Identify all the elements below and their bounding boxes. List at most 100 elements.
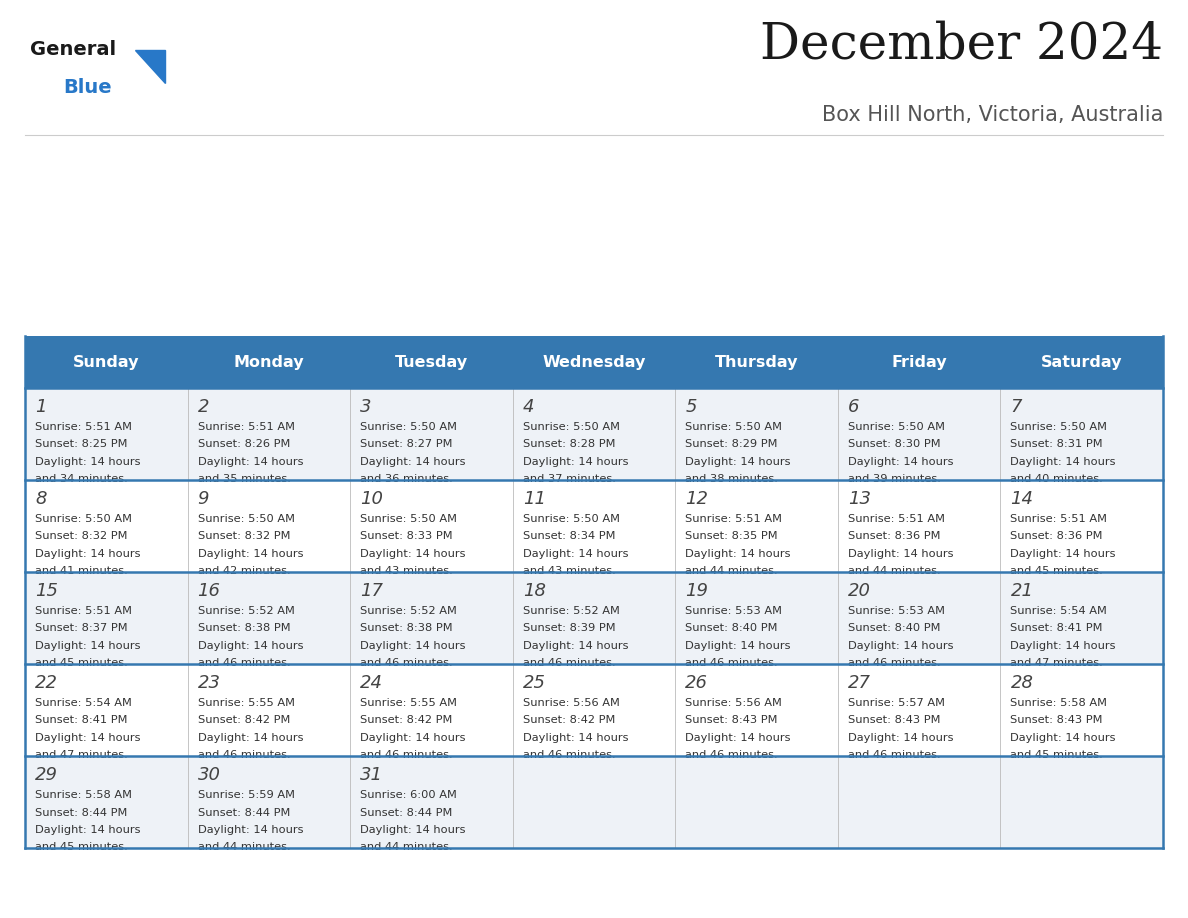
Text: Sunrise: 5:53 AM: Sunrise: 5:53 AM	[685, 606, 782, 616]
Text: 24: 24	[360, 674, 384, 692]
Text: Sunrise: 5:55 AM: Sunrise: 5:55 AM	[197, 698, 295, 708]
Text: Sunrise: 5:58 AM: Sunrise: 5:58 AM	[34, 790, 132, 800]
Text: 22: 22	[34, 674, 58, 692]
Text: Sunset: 8:34 PM: Sunset: 8:34 PM	[523, 532, 615, 542]
Text: and 34 minutes.: and 34 minutes.	[34, 475, 128, 485]
Text: and 36 minutes.: and 36 minutes.	[360, 475, 453, 485]
Text: Sunrise: 5:52 AM: Sunrise: 5:52 AM	[523, 606, 620, 616]
Text: Daylight: 14 hours: Daylight: 14 hours	[848, 641, 953, 651]
Text: and 46 minutes.: and 46 minutes.	[197, 658, 290, 668]
Text: Daylight: 14 hours: Daylight: 14 hours	[197, 733, 303, 743]
Text: Sunrise: 5:50 AM: Sunrise: 5:50 AM	[685, 422, 782, 432]
Text: Daylight: 14 hours: Daylight: 14 hours	[1011, 549, 1116, 559]
Text: Daylight: 14 hours: Daylight: 14 hours	[34, 825, 140, 835]
Polygon shape	[135, 50, 165, 83]
Text: Daylight: 14 hours: Daylight: 14 hours	[685, 549, 791, 559]
Text: Sunset: 8:38 PM: Sunset: 8:38 PM	[360, 623, 453, 633]
Text: and 44 minutes.: and 44 minutes.	[197, 843, 290, 853]
Text: 26: 26	[685, 674, 708, 692]
Text: Daylight: 14 hours: Daylight: 14 hours	[685, 457, 791, 467]
Text: and 40 minutes.: and 40 minutes.	[1011, 475, 1104, 485]
Text: Daylight: 14 hours: Daylight: 14 hours	[360, 641, 466, 651]
Text: Sunset: 8:43 PM: Sunset: 8:43 PM	[1011, 715, 1102, 725]
Text: and 38 minutes.: and 38 minutes.	[685, 475, 778, 485]
Text: Sunset: 8:39 PM: Sunset: 8:39 PM	[523, 623, 615, 633]
Text: Sunrise: 5:55 AM: Sunrise: 5:55 AM	[360, 698, 457, 708]
Text: and 46 minutes.: and 46 minutes.	[197, 751, 290, 760]
Text: Sunrise: 5:51 AM: Sunrise: 5:51 AM	[34, 606, 132, 616]
Text: and 46 minutes.: and 46 minutes.	[848, 751, 941, 760]
Text: 18: 18	[523, 582, 545, 600]
Text: Daylight: 14 hours: Daylight: 14 hours	[197, 825, 303, 835]
Text: 30: 30	[197, 766, 221, 784]
Text: Sunset: 8:42 PM: Sunset: 8:42 PM	[523, 715, 615, 725]
Text: Sunday: Sunday	[72, 354, 139, 370]
Text: Sunrise: 5:56 AM: Sunrise: 5:56 AM	[685, 698, 782, 708]
Text: Sunrise: 5:50 AM: Sunrise: 5:50 AM	[360, 514, 457, 524]
Text: Daylight: 14 hours: Daylight: 14 hours	[197, 457, 303, 467]
Text: Sunrise: 5:51 AM: Sunrise: 5:51 AM	[848, 514, 944, 524]
Text: and 46 minutes.: and 46 minutes.	[360, 658, 453, 668]
Text: and 47 minutes.: and 47 minutes.	[1011, 658, 1104, 668]
Text: and 46 minutes.: and 46 minutes.	[523, 658, 615, 668]
Text: Sunset: 8:42 PM: Sunset: 8:42 PM	[360, 715, 453, 725]
Text: 20: 20	[848, 582, 871, 600]
Text: Sunrise: 5:53 AM: Sunrise: 5:53 AM	[848, 606, 944, 616]
Text: 25: 25	[523, 674, 545, 692]
Text: and 44 minutes.: and 44 minutes.	[360, 843, 453, 853]
Text: Sunset: 8:31 PM: Sunset: 8:31 PM	[1011, 440, 1102, 450]
Bar	[25, 480, 1163, 572]
Text: 14: 14	[1011, 490, 1034, 508]
Text: Daylight: 14 hours: Daylight: 14 hours	[685, 641, 791, 651]
Text: Friday: Friday	[891, 354, 947, 370]
Text: Sunset: 8:29 PM: Sunset: 8:29 PM	[685, 440, 778, 450]
Text: and 46 minutes.: and 46 minutes.	[848, 658, 941, 668]
Text: 16: 16	[197, 582, 221, 600]
Text: and 35 minutes.: and 35 minutes.	[197, 475, 290, 485]
Text: 29: 29	[34, 766, 58, 784]
Text: 13: 13	[848, 490, 871, 508]
Text: 7: 7	[1011, 398, 1022, 416]
Text: Sunrise: 5:50 AM: Sunrise: 5:50 AM	[523, 422, 620, 432]
Text: Sunset: 8:37 PM: Sunset: 8:37 PM	[34, 623, 127, 633]
Bar	[25, 664, 1163, 756]
Text: Sunset: 8:41 PM: Sunset: 8:41 PM	[34, 715, 127, 725]
Text: Sunset: 8:25 PM: Sunset: 8:25 PM	[34, 440, 127, 450]
Text: Sunset: 8:44 PM: Sunset: 8:44 PM	[34, 808, 127, 818]
Text: and 44 minutes.: and 44 minutes.	[685, 566, 778, 577]
Text: and 41 minutes.: and 41 minutes.	[34, 566, 128, 577]
Text: Sunrise: 5:51 AM: Sunrise: 5:51 AM	[1011, 514, 1107, 524]
Text: Sunrise: 5:58 AM: Sunrise: 5:58 AM	[1011, 698, 1107, 708]
Text: Sunset: 8:36 PM: Sunset: 8:36 PM	[1011, 532, 1102, 542]
Text: Daylight: 14 hours: Daylight: 14 hours	[360, 549, 466, 559]
Text: 3: 3	[360, 398, 372, 416]
Text: Sunset: 8:28 PM: Sunset: 8:28 PM	[523, 440, 615, 450]
Text: and 45 minutes.: and 45 minutes.	[34, 658, 128, 668]
Text: Sunset: 8:40 PM: Sunset: 8:40 PM	[685, 623, 778, 633]
Text: 2: 2	[197, 398, 209, 416]
Text: Sunset: 8:26 PM: Sunset: 8:26 PM	[197, 440, 290, 450]
Text: 11: 11	[523, 490, 545, 508]
Text: and 47 minutes.: and 47 minutes.	[34, 751, 128, 760]
Text: and 42 minutes.: and 42 minutes.	[197, 566, 290, 577]
Text: and 46 minutes.: and 46 minutes.	[685, 751, 778, 760]
Text: Thursday: Thursday	[715, 354, 798, 370]
Text: Daylight: 14 hours: Daylight: 14 hours	[848, 457, 953, 467]
Text: Sunrise: 5:56 AM: Sunrise: 5:56 AM	[523, 698, 620, 708]
Text: Daylight: 14 hours: Daylight: 14 hours	[523, 549, 628, 559]
Text: Sunset: 8:43 PM: Sunset: 8:43 PM	[685, 715, 778, 725]
Text: Sunrise: 5:51 AM: Sunrise: 5:51 AM	[34, 422, 132, 432]
Text: Sunrise: 5:51 AM: Sunrise: 5:51 AM	[685, 514, 782, 524]
Text: Sunrise: 5:50 AM: Sunrise: 5:50 AM	[848, 422, 944, 432]
Text: 17: 17	[360, 582, 384, 600]
Bar	[25, 572, 1163, 664]
Text: and 46 minutes.: and 46 minutes.	[360, 751, 453, 760]
Text: Sunset: 8:36 PM: Sunset: 8:36 PM	[848, 532, 941, 542]
Text: 4: 4	[523, 398, 535, 416]
Text: Sunrise: 5:59 AM: Sunrise: 5:59 AM	[197, 790, 295, 800]
Text: Daylight: 14 hours: Daylight: 14 hours	[848, 549, 953, 559]
Text: 15: 15	[34, 582, 58, 600]
Text: 23: 23	[197, 674, 221, 692]
Bar	[25, 336, 1163, 388]
Text: Sunrise: 5:57 AM: Sunrise: 5:57 AM	[848, 698, 944, 708]
